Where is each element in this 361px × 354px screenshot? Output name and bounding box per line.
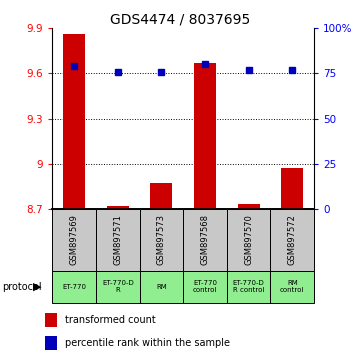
Bar (183, 209, 227, 271)
Text: ET-770-D
R: ET-770-D R (102, 280, 134, 293)
Bar (151, 183, 172, 209)
Bar (107, 206, 129, 209)
Text: GSM897568: GSM897568 (200, 214, 209, 266)
Text: ET-770-D
R control: ET-770-D R control (233, 280, 265, 293)
Text: GSM897572: GSM897572 (288, 215, 297, 265)
Bar (96, 271, 140, 303)
Text: percentile rank within the sample: percentile rank within the sample (65, 338, 230, 348)
Bar (63, 34, 85, 209)
Bar (238, 204, 260, 209)
Text: RM: RM (156, 284, 167, 290)
Text: ET-770
control: ET-770 control (193, 280, 217, 293)
Text: GSM897573: GSM897573 (157, 214, 166, 266)
Bar (227, 271, 270, 303)
Text: protocol: protocol (2, 282, 42, 292)
Bar (281, 168, 303, 209)
Text: ET-770: ET-770 (62, 284, 86, 290)
Bar (96, 209, 140, 271)
Text: GSM897569: GSM897569 (70, 215, 79, 265)
Bar (45, 313, 57, 327)
Bar (140, 209, 183, 271)
Bar (183, 271, 227, 303)
Text: transformed count: transformed count (65, 315, 156, 325)
Bar (227, 209, 270, 271)
Text: RM
control: RM control (280, 280, 304, 293)
Bar (270, 209, 314, 271)
Bar (140, 271, 183, 303)
Text: GSM897571: GSM897571 (113, 215, 122, 265)
Bar (52, 209, 96, 271)
Text: ▶: ▶ (32, 282, 41, 292)
Bar (270, 271, 314, 303)
Bar (194, 63, 216, 209)
Bar (45, 336, 57, 350)
Bar (52, 271, 96, 303)
Text: GSM897570: GSM897570 (244, 215, 253, 265)
Text: GDS4474 / 8037695: GDS4474 / 8037695 (110, 12, 251, 27)
